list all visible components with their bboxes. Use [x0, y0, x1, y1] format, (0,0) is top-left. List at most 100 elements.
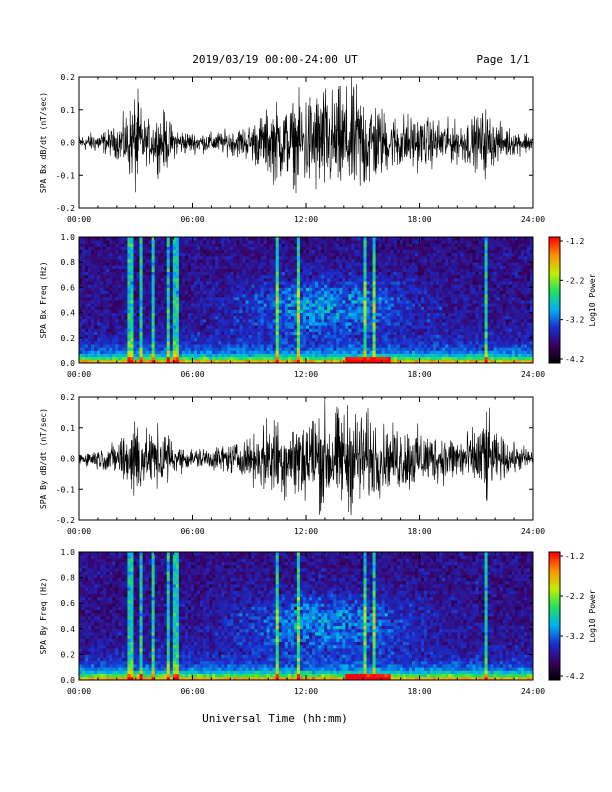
spectrogram-cell	[209, 337, 213, 342]
spectrogram-cell	[230, 296, 234, 301]
spectrogram-cell	[421, 252, 425, 257]
spectrogram-cell	[257, 322, 261, 326]
spectrogram-cell	[339, 255, 343, 260]
spectrogram-cell	[200, 359, 204, 364]
spectrogram-cell	[296, 296, 301, 301]
spectrogram-cell	[206, 249, 210, 254]
spectrogram-cell	[439, 306, 443, 310]
spectrogram-cell	[151, 277, 156, 282]
spectrogram-cell	[154, 277, 159, 282]
spectrogram-cell	[384, 328, 389, 332]
spectrogram-cell	[287, 271, 292, 276]
spectrogram-cell	[197, 337, 201, 342]
spectrogram-cell	[399, 274, 404, 279]
spectrogram-cell	[181, 340, 186, 345]
spectrogram-cell	[315, 262, 319, 266]
spectrogram-cell	[351, 309, 355, 313]
spectrogram-cell	[266, 309, 271, 313]
spectrogram-cell	[169, 252, 174, 257]
spectrogram-cell	[357, 325, 361, 329]
spectrogram-cell	[206, 237, 210, 241]
spectrogram-cell	[260, 265, 265, 269]
spectrogram-cell	[427, 315, 431, 320]
spectrogram-cell	[324, 281, 328, 285]
spectrogram-cell	[166, 265, 171, 269]
spectrogram-cell	[299, 265, 304, 269]
spectrogram-cell	[148, 255, 153, 260]
spectrogram-cell	[194, 290, 198, 295]
spectrogram-cell	[251, 284, 255, 288]
spectrogram-cell	[103, 353, 107, 358]
spectrogram-cell	[142, 328, 146, 332]
spectrogram-cell	[178, 274, 183, 279]
spectrogram-cell	[124, 347, 128, 351]
spectrogram-cell	[357, 240, 361, 244]
spectrogram-cell	[442, 353, 446, 358]
spectrogram-cell	[399, 262, 404, 266]
spectrogram-cell	[381, 277, 386, 282]
spectrogram-cell	[287, 344, 292, 348]
spectrogram-cell	[421, 303, 425, 307]
spectrogram-cell	[106, 246, 110, 250]
spectrogram-cell	[275, 262, 280, 266]
spectrogram-cell	[118, 312, 122, 317]
spectrogram-cell	[381, 322, 386, 326]
spectrogram-cell	[363, 240, 367, 244]
spectrogram-cell	[139, 322, 143, 326]
spectrogram-cell	[433, 271, 437, 276]
spectrogram-cell	[212, 246, 216, 250]
spectrogram-cell	[290, 322, 295, 326]
spectrogram-cell	[190, 344, 195, 348]
spectrogram-cell	[306, 303, 310, 307]
spectrogram-cell	[393, 274, 398, 279]
spectrogram-cell	[324, 277, 328, 282]
spectrogram-cell	[339, 246, 343, 250]
spectrogram-cell	[263, 271, 268, 276]
spectrogram-cell	[121, 315, 125, 320]
spectrogram-cell	[187, 350, 192, 354]
spectrogram-cell	[375, 240, 380, 244]
spectrogram-cell	[278, 262, 283, 266]
spectrogram-cell	[221, 340, 225, 345]
spectrogram-cell	[339, 277, 343, 282]
spectrogram-cell	[448, 306, 452, 310]
spectrogram-cell	[302, 240, 307, 244]
spectrogram-cell	[275, 240, 280, 244]
spectrogram-cell	[91, 318, 95, 323]
spectrogram-cell	[257, 265, 261, 269]
spectrogram-cell	[309, 296, 313, 301]
spectrogram-cell	[448, 293, 452, 298]
spectrogram-cell	[411, 237, 416, 241]
spectrogram-cell	[260, 315, 265, 320]
spectrogram-cell	[369, 306, 373, 310]
spectrogram-cell	[430, 353, 434, 358]
spectrogram-cell	[197, 277, 201, 282]
spectrogram-cell	[275, 290, 280, 295]
spectrogram-cell	[133, 262, 137, 266]
spectrogram-cell	[333, 240, 337, 244]
spectrogram-cell	[82, 290, 86, 295]
spectrogram-cell	[190, 340, 195, 345]
spectrogram-cell	[390, 350, 395, 354]
spectrogram-cell	[197, 274, 201, 279]
spectrogram-cell	[421, 237, 425, 241]
spectrogram-cell	[360, 303, 364, 307]
spectrogram-cell	[160, 306, 165, 310]
spectrogram-cell	[190, 300, 195, 304]
spectrogram-cell	[160, 296, 165, 301]
spectrogram-cell	[417, 287, 422, 291]
spectrogram-cell	[91, 281, 95, 285]
spectrogram-cell	[260, 255, 265, 260]
spectrogram-cell	[133, 356, 137, 361]
spectrogram-cell	[239, 243, 243, 247]
spectrogram-cell	[91, 303, 95, 307]
spectrogram-cell	[251, 356, 255, 361]
spectrogram-cell	[405, 255, 410, 260]
spectrogram-cell	[115, 350, 119, 354]
spectrogram-cell	[436, 325, 440, 329]
spectrogram-cell	[91, 296, 95, 301]
spectrogram-cell	[445, 281, 449, 285]
spectrogram-cell	[306, 240, 310, 244]
spectrogram-cell	[200, 252, 204, 257]
spectrogram-cell	[296, 255, 301, 260]
